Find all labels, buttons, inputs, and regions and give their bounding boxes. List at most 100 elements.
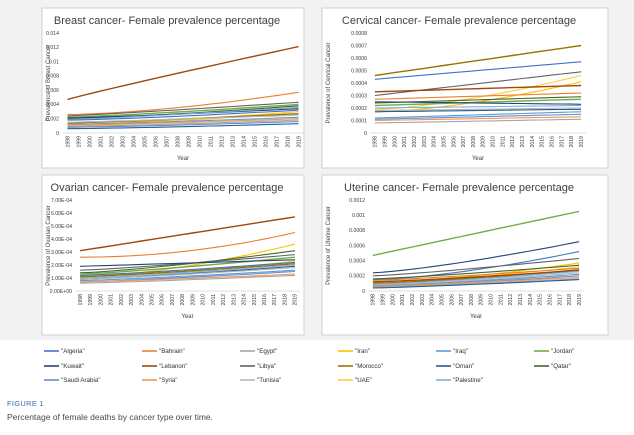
legend-label-qatar: "Qatar"	[551, 363, 571, 370]
cervical-series-algeria	[374, 61, 582, 80]
uterine-y-tick-label: 0	[362, 289, 365, 295]
cervical-series-jordan	[374, 98, 582, 107]
cervical-x-tick-label: 2010	[491, 136, 497, 148]
cervical-y-tick-label: 0.0001	[351, 118, 367, 124]
ovarian-x-tick-label: 2009	[190, 294, 196, 306]
uterine-x-tick-label: 2010	[489, 294, 495, 306]
ovarian-x-tick-label: 2000	[98, 294, 104, 306]
cervical-x-tick-label: 2019	[579, 136, 585, 148]
uterine-series-syria	[372, 276, 580, 287]
uterine-y-tick-label: 0.001	[352, 213, 365, 219]
legend-label-algeria: "Algeria"	[61, 348, 85, 355]
uterine-x-tick-label: 2001	[400, 294, 406, 306]
uterine-x-tick-label: 2006	[449, 294, 455, 306]
cervical-y-tick-label: 0.0007	[351, 43, 367, 49]
breast-x-tick-label: 2008	[175, 136, 181, 148]
breast-x-tick-label: 2010	[197, 136, 203, 148]
uterine-x-tick-label: 2012	[508, 294, 514, 306]
uterine-y-tick-label: 0.0012	[349, 198, 365, 204]
legend-label-libya: "Libya"	[257, 363, 276, 370]
uterine-series-jordan	[372, 210, 580, 257]
cervical-y-tick-label: 0.0006	[351, 56, 367, 62]
breast-x-tick-label: 2003	[120, 136, 126, 148]
legend: "Algeria" "Bahrain" "Egypt" "Iran" "Iraq" "Jo…	[44, 348, 574, 384]
ovarian-x-tick-label: 2011	[211, 294, 217, 305]
legend-label-uae: "UAE"	[355, 377, 372, 384]
ovarian-y-axis-label: Prevalence of Ovarian Cancer	[46, 205, 52, 285]
breast-x-tick-label: 2011	[208, 136, 214, 147]
ovarian-x-tick-label: 2015	[252, 294, 258, 306]
breast-series-lebanon	[67, 45, 299, 101]
ovarian-x-tick-label: 2010	[201, 294, 207, 306]
cervical-x-tick-label: 2007	[461, 136, 467, 148]
figure-label: FIGURE 1	[7, 399, 44, 408]
breast-y-tick-label: 0.002	[46, 117, 59, 123]
breast-series-iraq	[67, 116, 299, 125]
ovarian-x-tick-label: 2017	[272, 294, 278, 306]
cervical-series-iraq	[374, 111, 582, 119]
cervical-x-tick-label: 2018	[569, 136, 575, 148]
uterine-chart-title: Uterine cancer- Female prevalence percen…	[344, 182, 574, 194]
cervical-x-tick-label: 2011	[500, 136, 506, 147]
breast-x-tick-label: 2016	[263, 136, 269, 148]
cervical-cancer-chart: Cervical cancer- Female prevalence perce…	[321, 7, 609, 169]
uterine-series-oman	[372, 279, 580, 289]
uterine-x-tick-label: 2017	[557, 294, 563, 306]
ovarian-series-bahrain	[80, 231, 296, 258]
uterine-x-tick-label: 1999	[381, 294, 387, 306]
breast-x-tick-label: 2004	[131, 136, 137, 148]
breast-x-tick-label: 2000	[87, 136, 93, 148]
ovarian-x-tick-label: 2001	[109, 294, 115, 306]
ovarian-y-tick-label: 0.00E+00	[50, 289, 72, 295]
breast-x-tick-label: 1998	[65, 136, 71, 148]
legend-label-jordan: "Jordan"	[551, 348, 574, 355]
breast-chart-title: Breast cancer- Female prevalence percent…	[54, 15, 280, 27]
ovarian-x-tick-label: 2012	[221, 294, 227, 306]
uterine-x-tick-label: 2004	[430, 294, 436, 306]
cervical-x-tick-label: 2014	[530, 136, 536, 148]
cervical-x-tick-label: 1998	[373, 136, 379, 148]
ovarian-y-tick-label: 7.00E-04	[51, 198, 72, 204]
breast-y-tick-label: 0.01	[49, 59, 59, 65]
breast-x-tick-label: 1999	[76, 136, 82, 148]
breast-x-tick-label: 2012	[219, 136, 225, 148]
breast-x-tick-label: 2007	[164, 136, 170, 148]
uterine-series-iraq	[372, 273, 580, 287]
legend-label-egypt: "Egypt"	[257, 348, 277, 355]
breast-x-tick-label: 2006	[153, 136, 159, 148]
breast-x-tick-label: 2013	[230, 136, 236, 148]
breast-x-tick-label: 2015	[252, 136, 258, 148]
breast-series-palestine	[67, 106, 299, 120]
breast-x-tick-label: 2001	[98, 136, 104, 148]
ovarian-y-tick-label: 4.00E-04	[51, 237, 72, 243]
breast-series-tunisia	[67, 114, 299, 123]
uterine-series-lebanon	[372, 269, 580, 283]
breast-y-tick-label: 0.014	[46, 31, 59, 37]
breast-panel-frame	[41, 7, 305, 169]
ovarian-x-tick-label: 2016	[262, 294, 268, 306]
ovarian-y-tick-label: 1.00E-04	[51, 276, 72, 282]
breast-x-tick-label: 2014	[241, 136, 247, 148]
breast-series-jordan	[67, 103, 299, 118]
uterine-x-tick-label: 2019	[577, 294, 583, 306]
uterine-x-axis-label: Year	[470, 314, 482, 320]
uterine-series-tunisia	[372, 272, 580, 286]
legend-label-kuwait: "Kuwait"	[61, 363, 84, 370]
ovarian-chart-title: Ovarian cancer- Female prevalence percen…	[51, 182, 284, 194]
legend-label-lebanon: "Lebanon"	[159, 363, 187, 370]
cervical-x-tick-label: 2002	[412, 136, 418, 148]
legend-label-palestine: "Palestine"	[453, 377, 483, 384]
ovarian-series-palestine	[80, 264, 295, 279]
ovarian-cancer-chart: Ovarian cancer- Female prevalence percen…	[41, 174, 305, 336]
legend-label-oman: "Oman"	[453, 363, 474, 370]
legend-label-tunisia: "Tunisia"	[257, 377, 281, 384]
ovarian-series-egypt	[80, 274, 295, 284]
cervical-x-tick-label: 2012	[510, 136, 516, 148]
ovarian-x-tick-label: 2005	[150, 294, 156, 306]
cervical-x-tick-label: 2000	[392, 136, 398, 148]
cervical-x-tick-label: 2017	[559, 136, 565, 148]
ovarian-x-tick-label: 2002	[119, 294, 125, 306]
ovarian-x-tick-label: 1999	[88, 294, 94, 306]
legend-label-morocco: "Morocco"	[355, 363, 383, 370]
uterine-x-tick-label: 2016	[547, 294, 553, 306]
